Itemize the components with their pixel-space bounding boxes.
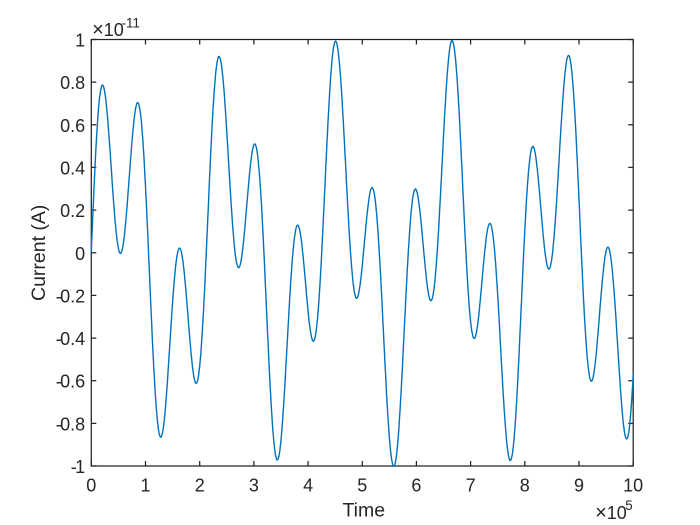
svg-text:7: 7 — [466, 476, 476, 496]
svg-text:-0.2: -0.2 — [56, 286, 85, 306]
svg-text:6: 6 — [411, 476, 421, 496]
svg-text:0.2: 0.2 — [60, 201, 85, 221]
svg-text:3: 3 — [249, 476, 259, 496]
svg-text:5: 5 — [625, 498, 632, 513]
svg-text:0: 0 — [75, 244, 85, 264]
svg-text:-11: -11 — [122, 15, 140, 30]
svg-text:9: 9 — [574, 476, 584, 496]
svg-text:0.6: 0.6 — [60, 116, 85, 136]
svg-text:2: 2 — [195, 476, 205, 496]
svg-text:Time: Time — [342, 500, 385, 522]
svg-text:0.8: 0.8 — [60, 73, 85, 93]
svg-text:8: 8 — [520, 476, 530, 496]
svg-text:×10: ×10 — [92, 19, 124, 41]
svg-text:-0.8: -0.8 — [56, 414, 85, 434]
svg-text:10: 10 — [623, 476, 643, 496]
svg-text:1: 1 — [75, 31, 85, 51]
svg-text:-1: -1 — [71, 457, 85, 477]
svg-text:Current (A): Current (A) — [28, 205, 50, 301]
svg-text:4: 4 — [303, 476, 313, 496]
svg-text:1: 1 — [140, 476, 150, 496]
svg-text:5: 5 — [357, 476, 367, 496]
svg-text:0.4: 0.4 — [60, 158, 85, 178]
svg-text:-0.4: -0.4 — [56, 329, 85, 349]
svg-text:×10: ×10 — [595, 502, 627, 524]
svg-text:0: 0 — [86, 476, 96, 496]
svg-text:-0.6: -0.6 — [56, 372, 85, 392]
